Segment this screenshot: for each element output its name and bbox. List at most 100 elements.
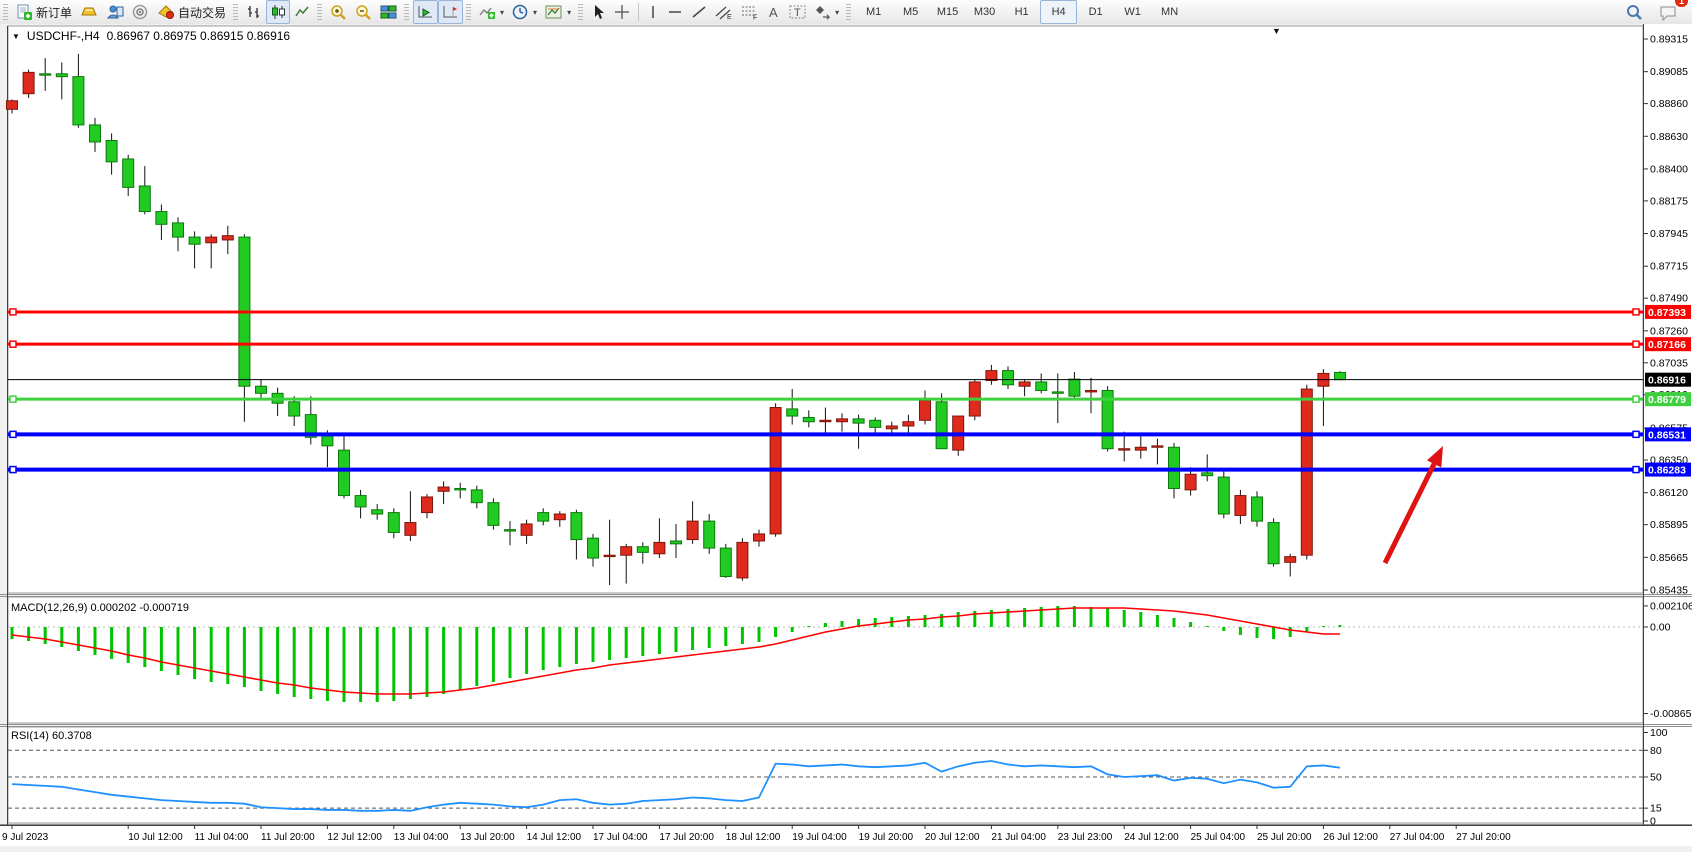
- candle: [338, 449, 350, 497]
- svg-text:100: 100: [1650, 727, 1668, 739]
- toolbar-separator: [638, 3, 640, 21]
- toolbar-grip[interactable]: [846, 4, 852, 20]
- candle: [852, 418, 865, 424]
- candle: [437, 486, 450, 492]
- svg-text:0.86531: 0.86531: [1648, 429, 1686, 441]
- svg-text:0.002106: 0.002106: [1650, 600, 1692, 612]
- notifications-button[interactable]: 1: [1655, 0, 1688, 24]
- period-h1-button[interactable]: H1: [1014, 6, 1029, 18]
- text-label-icon: T: [789, 4, 807, 20]
- candle: [786, 408, 799, 417]
- dropdown-arrow-icon: ▾: [500, 7, 505, 17]
- crosshair-icon: [614, 4, 630, 20]
- trendline-tool-button[interactable]: [687, 0, 711, 24]
- dropdown-arrow-icon: ▾: [533, 7, 538, 17]
- candle: [487, 502, 500, 526]
- time-axis[interactable]: 9 Jul 2023 10 Jul 12:00 11 Jul 04:00 11 Jul…: [2, 825, 1511, 843]
- chart-menu-arrow-icon[interactable]: ▼: [1272, 26, 1281, 36]
- auto-scroll-button[interactable]: [413, 0, 439, 24]
- candle: [89, 124, 101, 143]
- periods-button[interactable]: ▾: [508, 0, 541, 24]
- candle: [288, 401, 301, 417]
- period-d1-button[interactable]: D1: [1088, 6, 1103, 18]
- candle: [802, 416, 815, 423]
- broadcast-icon: [132, 4, 149, 20]
- label-tool-button[interactable]: T: [785, 0, 811, 24]
- period-m15-button[interactable]: M15: [936, 6, 959, 18]
- candle: [703, 520, 716, 549]
- profile-button[interactable]: [102, 0, 128, 24]
- svg-text:0.88860: 0.88860: [1650, 98, 1688, 110]
- chart-title: ▼ USDCHF-,H4 0.86967 0.86975 0.86915 0.8…: [12, 29, 290, 43]
- fibonacci-tool-button[interactable]: F: [737, 0, 763, 24]
- search-button[interactable]: [1622, 0, 1647, 24]
- candle: [603, 554, 616, 558]
- autotrade-label: 自动交易: [178, 5, 227, 20]
- candle: [1284, 556, 1297, 563]
- candle: [255, 385, 267, 394]
- svg-text:0.89085: 0.89085: [1650, 66, 1688, 78]
- autotrade-button[interactable]: 自动交易: [153, 0, 230, 24]
- period-h4-button[interactable]: H4: [1040, 0, 1078, 24]
- crosshair-tool-button[interactable]: [610, 0, 634, 24]
- candle: [1118, 448, 1131, 451]
- candle: [1085, 389, 1097, 393]
- price-tags: 0.87393 0.87166 0.86779 0.86531 0.86283 0.869…: [1645, 304, 1691, 477]
- chart-canvas[interactable]: 0.89315 0.89085 0.88860 0.88630 0.88400 0.881…: [0, 24, 1692, 852]
- template-icon: [545, 4, 563, 20]
- candle: [985, 370, 998, 382]
- gold-button[interactable]: [76, 0, 102, 24]
- svg-text:-0.008658: -0.008658: [1650, 708, 1692, 720]
- broadcast-button[interactable]: [128, 0, 153, 24]
- candlestick-chart-icon: [270, 4, 286, 20]
- chart-svg[interactable]: 0.89315 0.89085 0.88860 0.88630 0.88400 0.881…: [0, 24, 1692, 852]
- hline-tool-button[interactable]: [663, 0, 687, 24]
- bar-chart-icon: [246, 4, 262, 20]
- symbol-period-label: USDCHF-,H4: [26, 29, 100, 43]
- candle: [72, 76, 85, 126]
- toolbar-grip[interactable]: [233, 4, 239, 20]
- candle: [736, 541, 749, 579]
- line-chart-button[interactable]: [290, 0, 314, 24]
- toolbar-grip[interactable]: [404, 4, 410, 20]
- candle: [869, 419, 882, 428]
- trend-arrow-annotation[interactable]: [1382, 446, 1443, 565]
- arrows-tool-button[interactable]: ▾: [811, 0, 843, 24]
- bar-chart-button[interactable]: [242, 0, 266, 24]
- zoom-in-button[interactable]: [326, 0, 351, 24]
- candle: [1300, 388, 1313, 556]
- templates-button[interactable]: ▾: [541, 0, 575, 24]
- symbol-dropdown-icon[interactable]: ▼: [12, 31, 20, 41]
- candle: [1051, 391, 1064, 394]
- toolbar-grip[interactable]: [3, 4, 8, 20]
- zoom-out-button[interactable]: [351, 0, 376, 24]
- period-m30-button[interactable]: M30: [973, 6, 996, 18]
- ohlc-values: 0.86967 0.86975 0.86915 0.86916: [106, 29, 291, 43]
- toolbar-grip[interactable]: [578, 4, 584, 20]
- indicators-button[interactable]: ▾: [475, 0, 508, 24]
- channel-tool-button[interactable]: E: [711, 0, 737, 24]
- svg-text:T: T: [794, 7, 801, 19]
- period-m5-button[interactable]: M5: [902, 6, 919, 18]
- svg-text:0.87260: 0.87260: [1650, 325, 1688, 337]
- chart-shift-button[interactable]: [438, 0, 464, 24]
- period-w1-button[interactable]: W1: [1124, 6, 1141, 18]
- equidistant-channel-icon: E: [715, 4, 733, 20]
- svg-text:13 Jul 20:00: 13 Jul 20:00: [460, 832, 515, 843]
- candlestick-chart-button[interactable]: [266, 0, 291, 24]
- new-order-button[interactable]: 新订单: [12, 0, 76, 24]
- candle: [753, 533, 765, 542]
- svg-text:0.85665: 0.85665: [1650, 552, 1688, 564]
- toolbar-grip[interactable]: [317, 4, 323, 20]
- vline-tool-button[interactable]: [643, 0, 663, 24]
- horizontal-line-objects[interactable]: [8, 308, 1643, 474]
- candle: [1267, 522, 1280, 565]
- cursor-tool-button[interactable]: [587, 0, 610, 24]
- period-mn-button[interactable]: MN: [1161, 6, 1179, 18]
- svg-text:A: A: [769, 5, 778, 20]
- candle: [935, 401, 948, 450]
- tile-windows-button[interactable]: [376, 0, 401, 24]
- toolbar-grip[interactable]: [466, 4, 472, 20]
- text-tool-button[interactable]: A: [763, 0, 785, 24]
- period-m1-button[interactable]: M1: [865, 6, 882, 18]
